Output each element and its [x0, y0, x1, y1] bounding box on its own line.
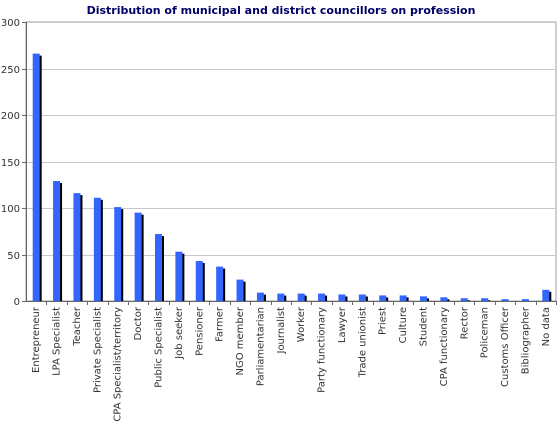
bar [440, 297, 448, 301]
bar [236, 279, 244, 301]
gridlines [25, 21, 557, 302]
bar [460, 298, 468, 301]
bar [195, 261, 203, 301]
x-tick-label: Party functionary [317, 307, 328, 393]
bar [155, 234, 162, 301]
y-tick-label: 100 [1, 204, 20, 215]
x-tick-label: Doctor [133, 306, 144, 340]
x-tick-label: Pensioner [194, 306, 205, 356]
bar [521, 299, 529, 301]
bar [277, 293, 285, 301]
y-tick-label: 300 [1, 18, 20, 29]
bar [175, 251, 183, 301]
y-tick-label: 50 [7, 251, 20, 262]
bar [358, 294, 366, 301]
bar [93, 197, 101, 301]
chart-title: Distribution of municipal and district c… [87, 4, 476, 17]
bar [542, 289, 550, 301]
x-tick-label: Customs Officer [500, 306, 511, 387]
y-tick-label: 150 [1, 158, 20, 169]
axis-labels: 0 50 100 150 200 250 300 Entrepreneur LPA Specia… [1, 18, 552, 422]
x-tick-label: CPA functionary [439, 307, 450, 386]
x-tick-label: Culture [398, 307, 409, 343]
x-tick-label: LPA Specialist [52, 307, 63, 376]
x-tick-label: Public Specialist [154, 307, 165, 388]
bar [216, 266, 224, 301]
x-tick-label: Bibliographer [520, 306, 531, 374]
bar [73, 193, 81, 301]
bar [481, 298, 489, 301]
y-tick-label: 250 [1, 65, 20, 76]
bar [420, 296, 427, 301]
y-tick-label: 0 [14, 297, 20, 308]
x-tick-label: NGO member [235, 306, 246, 375]
x-tick-label: Journalist [276, 307, 287, 355]
bar [399, 295, 407, 301]
bar [114, 207, 122, 301]
x-tick-label: Student [419, 307, 430, 346]
bar [297, 293, 305, 301]
bar [501, 299, 509, 301]
bar [32, 53, 40, 302]
x-tick-label: Private Specialist [92, 307, 103, 393]
x-tick-label: Job seeker [174, 306, 185, 360]
x-tick-label: Teacher [72, 306, 83, 347]
bars [32, 53, 552, 302]
x-tick-label: Worker [296, 306, 307, 342]
x-tick-label: Policeman [480, 307, 491, 358]
bar [318, 293, 326, 301]
x-tick-label: No data [541, 307, 552, 346]
bar [338, 294, 346, 301]
x-tick-label: Trade unionist [357, 307, 368, 378]
plot-frame [25, 21, 557, 302]
bar [379, 295, 387, 301]
bar [256, 292, 264, 301]
x-tick-label: Rector [459, 306, 470, 339]
x-tick-label: Farmer [215, 306, 226, 342]
y-tick-label: 200 [1, 111, 20, 122]
x-tick-label: CPA Specialist/territory [113, 307, 124, 422]
axes [22, 22, 557, 305]
x-tick-label: Entrepreneur [31, 306, 42, 373]
x-tick-label: Parliamentarian [255, 307, 266, 386]
x-tick-label: Lawyer [337, 306, 348, 343]
bar [53, 181, 61, 301]
x-tick-label: Priest [378, 307, 389, 335]
bar [134, 212, 142, 301]
